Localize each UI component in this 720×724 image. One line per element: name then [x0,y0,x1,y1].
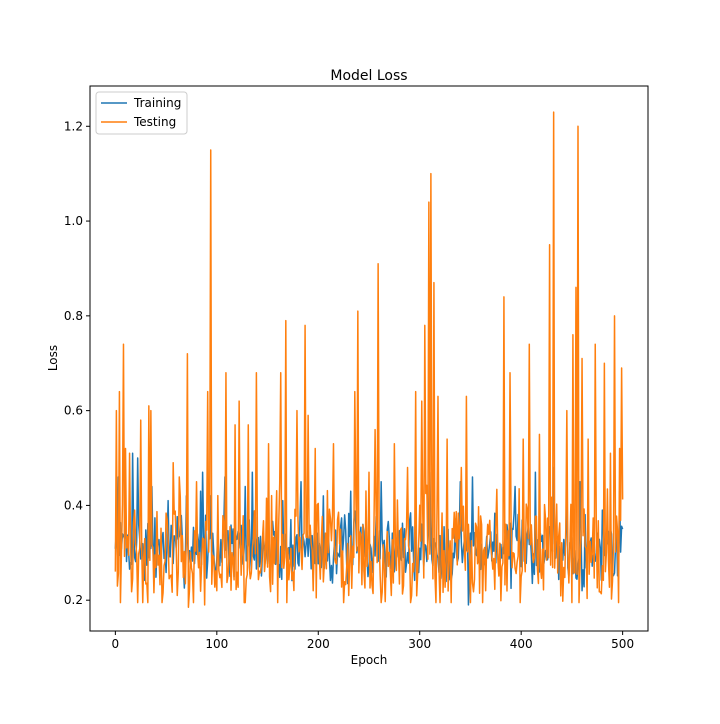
y-tick-label: 0.8 [64,309,83,323]
chart-title: Model Loss [330,68,407,84]
x-axis-label: Epoch [351,653,388,667]
x-tick-label: 100 [205,637,228,651]
x-tick-label: 300 [408,637,431,651]
legend: Training Testing [95,91,188,135]
x-tick-label: 400 [510,637,533,651]
y-tick-label: 0.6 [64,404,83,418]
y-tick-label: 0.2 [64,593,83,607]
x-tick-label: 500 [611,637,634,651]
x-axis-ticks: 0 100 200 300 400 500 [112,631,634,651]
y-axis-ticks: 0.2 0.4 0.6 0.8 1.0 1.2 [64,119,90,607]
y-tick-label: 1.0 [64,214,83,228]
legend-label-testing: Testing [133,115,176,129]
legend-label-training: Training [133,96,181,110]
y-tick-label: 1.2 [64,119,83,133]
x-tick-label: 200 [307,637,330,651]
y-axis-label: Loss [46,345,60,371]
series-line-testing [114,111,624,609]
x-tick-label: 0 [112,637,120,651]
axes-frame [89,85,649,632]
series-layer [114,111,624,609]
plot-area [89,85,649,632]
y-tick-label: 0.4 [64,498,83,512]
